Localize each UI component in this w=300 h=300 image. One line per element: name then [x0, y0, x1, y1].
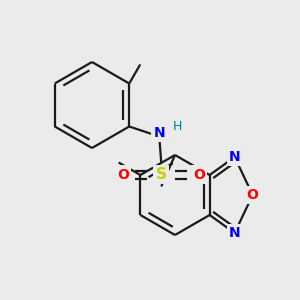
Text: O: O: [193, 167, 205, 182]
Text: O: O: [247, 188, 259, 202]
Text: H: H: [172, 120, 182, 133]
Text: S: S: [156, 167, 167, 182]
Text: O: O: [117, 167, 129, 182]
Text: N: N: [153, 125, 165, 140]
Text: N: N: [229, 226, 241, 240]
Text: N: N: [229, 150, 241, 164]
